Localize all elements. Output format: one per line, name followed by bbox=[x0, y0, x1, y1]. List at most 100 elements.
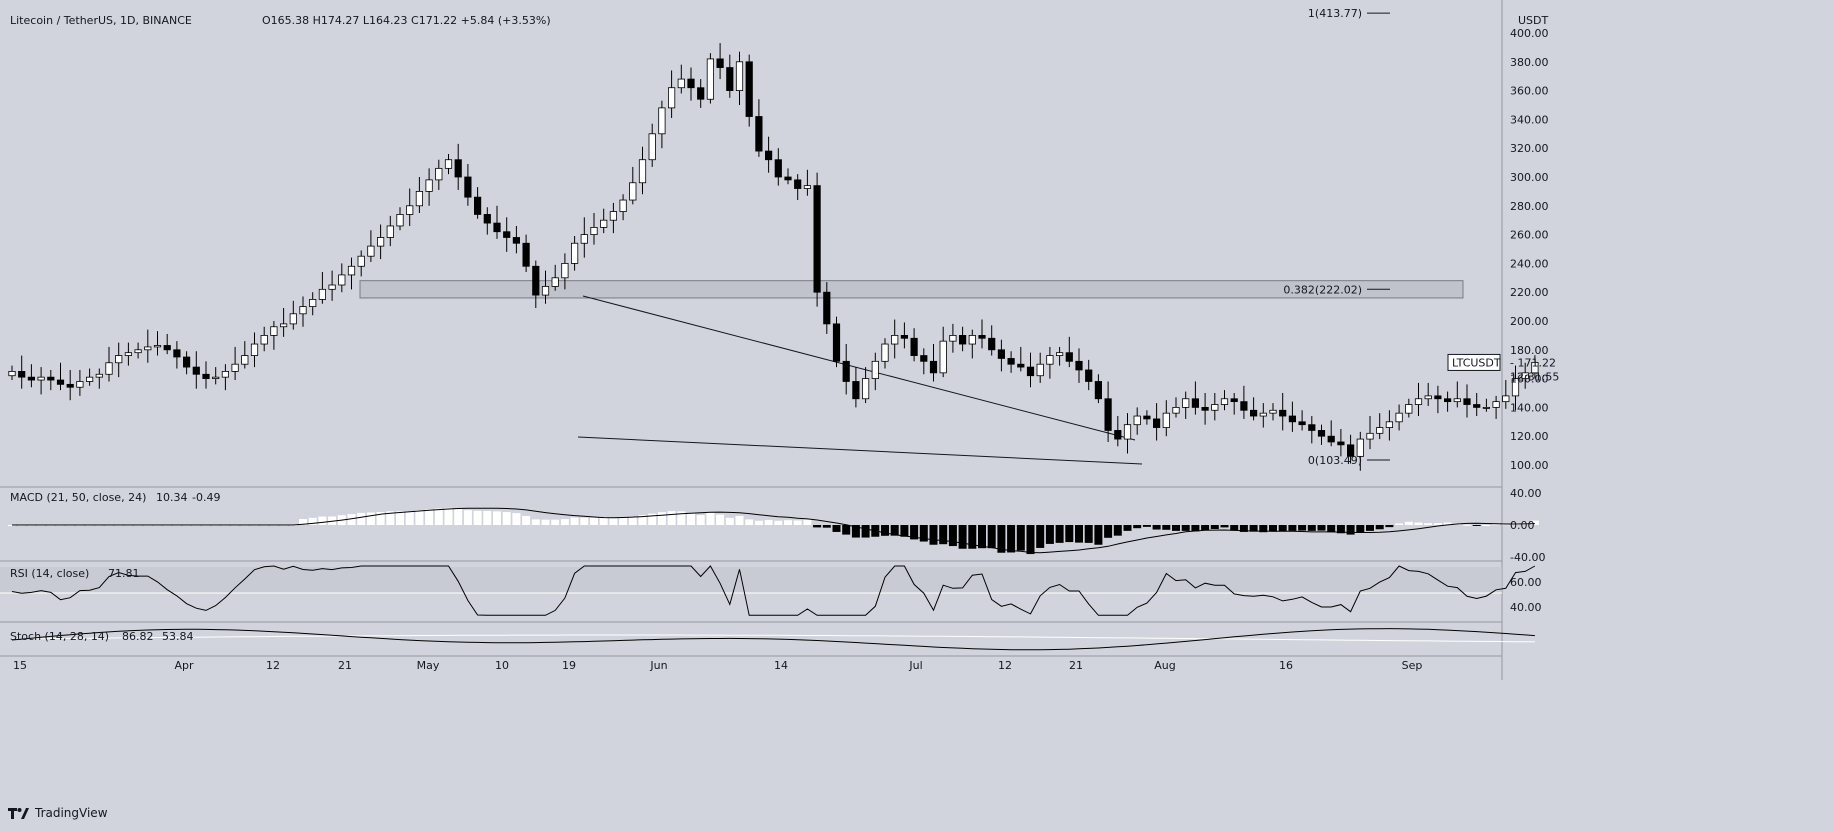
macd-histogram-bar bbox=[463, 510, 472, 525]
candle-up bbox=[1492, 401, 1500, 408]
candle-up bbox=[1482, 406, 1490, 409]
candle-up bbox=[338, 274, 346, 286]
candle-down bbox=[532, 265, 540, 296]
macd-histogram-bar bbox=[396, 511, 404, 525]
candle-up bbox=[231, 363, 239, 372]
candle-up bbox=[1453, 398, 1461, 403]
macd-histogram-bar bbox=[512, 513, 521, 525]
candle-up bbox=[435, 167, 443, 181]
candle-down bbox=[784, 176, 792, 181]
candle-up bbox=[386, 225, 394, 238]
macd-histogram-bar bbox=[609, 517, 618, 525]
macd-histogram-bar bbox=[531, 519, 540, 525]
price-tick-label: 360.00 bbox=[1510, 85, 1549, 98]
candle-up bbox=[221, 370, 229, 378]
macd-histogram-bar bbox=[590, 517, 598, 525]
macd-histogram-bar bbox=[939, 525, 948, 545]
candle-up bbox=[250, 343, 259, 356]
macd-histogram-bar bbox=[638, 515, 647, 525]
macd-histogram-bar bbox=[687, 513, 695, 525]
fib-level-label: 1(413.77) bbox=[1308, 7, 1362, 20]
macd-histogram-bar bbox=[793, 520, 802, 525]
stoch-d-value: 53.84 bbox=[162, 630, 194, 643]
candle-up bbox=[95, 373, 103, 378]
macd-histogram-bar bbox=[502, 512, 511, 525]
macd-histogram-bar bbox=[735, 515, 744, 525]
candle-down bbox=[900, 334, 909, 339]
price-tick-label: 240.00 bbox=[1510, 257, 1549, 270]
candle-up bbox=[871, 360, 879, 380]
candle-up bbox=[1046, 355, 1054, 365]
macd-histogram-bar bbox=[560, 519, 569, 525]
candle-up bbox=[551, 277, 559, 287]
time-tick-label: 15 bbox=[13, 659, 27, 672]
candle-down bbox=[687, 78, 695, 89]
ohlc-values: O165.38 H174.27 L164.23 C171.22 +5.84 (+… bbox=[262, 14, 551, 27]
candle-up bbox=[289, 313, 297, 325]
macd-histogram-bar bbox=[376, 512, 385, 525]
candle-up bbox=[658, 107, 666, 135]
time-tick-label: 21 bbox=[338, 659, 352, 672]
candle-up bbox=[1424, 395, 1432, 400]
candle-up bbox=[309, 298, 317, 307]
candle-up bbox=[668, 87, 676, 109]
candle-up bbox=[677, 78, 685, 89]
candle-down bbox=[988, 337, 996, 351]
candle-up bbox=[76, 381, 84, 388]
macd-histogram-bar bbox=[366, 512, 375, 525]
candle-down bbox=[1434, 395, 1442, 400]
stoch-d-line bbox=[11, 634, 1535, 643]
candle-up bbox=[124, 352, 132, 356]
macd-histogram-bar bbox=[1424, 523, 1433, 525]
candle-up bbox=[590, 226, 598, 235]
macd-histogram-bar bbox=[1269, 525, 1277, 532]
fib-level-label: 0.382(222.02) bbox=[1283, 283, 1362, 296]
macd-histogram-bar bbox=[1278, 525, 1287, 532]
macd-histogram-bar bbox=[948, 525, 957, 547]
candle-down bbox=[1085, 369, 1093, 382]
macd-histogram-bar bbox=[1142, 525, 1151, 527]
price-tick-label: 280.00 bbox=[1510, 200, 1549, 213]
macd-histogram-bar bbox=[987, 525, 996, 549]
macd-histogram-bar bbox=[328, 516, 337, 525]
candle-up bbox=[600, 219, 608, 228]
candle-down bbox=[910, 337, 918, 356]
rsi-tick-label: 60.00 bbox=[1510, 576, 1542, 589]
candle-down bbox=[1308, 424, 1316, 431]
macd-histogram-bar bbox=[881, 525, 889, 536]
time-tick-label: Jun bbox=[649, 659, 667, 672]
price-tick-label: 260.00 bbox=[1510, 229, 1549, 242]
currency-label: USDT bbox=[1518, 14, 1549, 27]
candle-up bbox=[619, 199, 627, 212]
candle-up bbox=[279, 323, 288, 328]
candle-down bbox=[512, 237, 521, 244]
candle-up bbox=[444, 159, 453, 169]
resistance-zone bbox=[359, 280, 1464, 299]
candle-down bbox=[1104, 398, 1112, 431]
macd-histogram-bar bbox=[1016, 525, 1025, 551]
candle-down bbox=[755, 116, 763, 152]
time-tick-label: 10 bbox=[495, 659, 509, 672]
macd-tick-label: 0.00 bbox=[1510, 519, 1535, 532]
candle-down bbox=[745, 61, 753, 117]
candle-down bbox=[842, 360, 850, 382]
candle-up bbox=[406, 205, 414, 215]
candle-down bbox=[794, 179, 802, 189]
macd-histogram-bar bbox=[347, 514, 356, 525]
macd-histogram-bar bbox=[716, 514, 725, 525]
price-tick-label: 200.00 bbox=[1510, 315, 1549, 328]
candle-up bbox=[629, 182, 637, 201]
candle-down bbox=[1317, 430, 1326, 437]
macd-histogram-bar bbox=[1288, 525, 1297, 531]
candle-down bbox=[1191, 398, 1199, 408]
candle-up bbox=[609, 211, 618, 221]
candle-up bbox=[1366, 432, 1374, 440]
candle-down bbox=[726, 67, 734, 91]
macd-histogram-bar bbox=[861, 525, 870, 538]
candle-up bbox=[1385, 421, 1393, 428]
rsi-tick-label: 40.00 bbox=[1510, 601, 1542, 614]
candle-up bbox=[1056, 352, 1064, 356]
stoch-k-value: 86.82 bbox=[122, 630, 154, 643]
macd-histogram-bar bbox=[386, 511, 395, 525]
